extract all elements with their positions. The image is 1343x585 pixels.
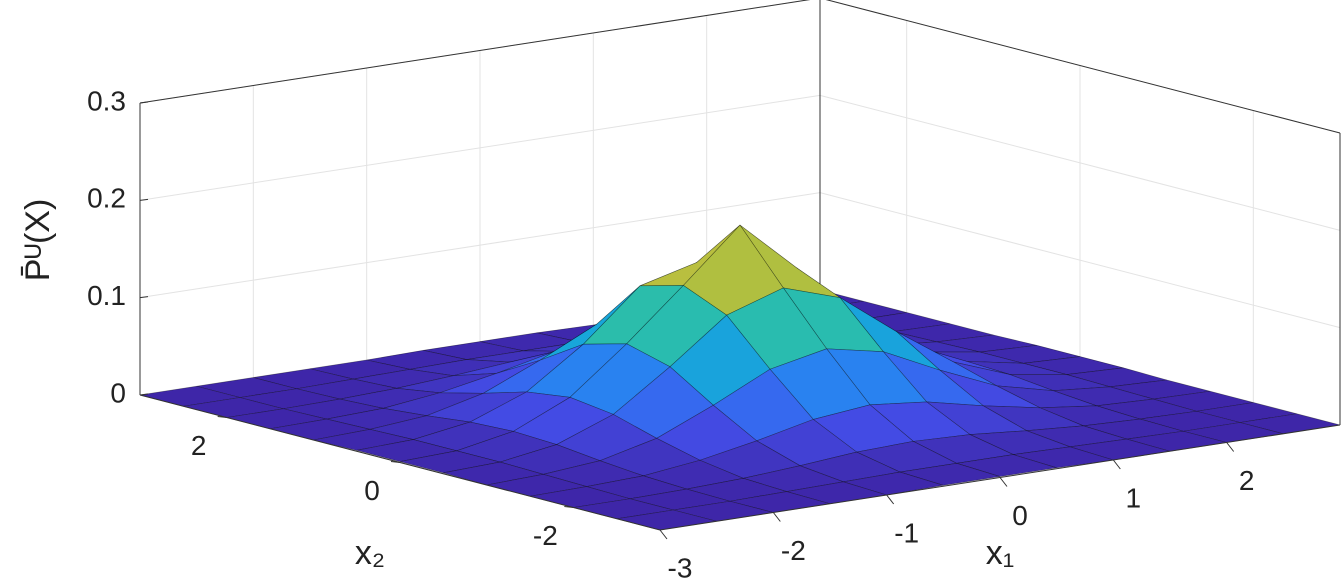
tick-mark [564,506,574,508]
tick-mark [886,494,895,505]
x1-tick-label: 1 [1126,482,1142,513]
z-tick-label: 0.2 [87,183,126,214]
surface-patch [1053,386,1154,407]
surface-patch [542,460,645,487]
x2-tick-label: 2 [191,430,207,461]
surface-patch [936,334,1037,353]
surface-patch [979,344,1081,364]
surface-patch [629,488,731,511]
surface-patch [869,401,971,442]
tick-mark [217,416,227,418]
surface-patch [956,454,1057,477]
z-tick-label: 0 [110,377,126,408]
surface-patch [626,285,728,368]
surface-patch [356,439,457,462]
tick-mark [139,198,149,201]
tick-mark [390,461,401,463]
x1-tick-label: -3 [668,552,693,583]
surface-patch [899,463,1001,486]
surface-patch [726,287,828,370]
surface-patch [826,348,928,406]
box-edge [139,0,811,104]
x1-tick-label: 2 [1239,465,1255,496]
surface-patch [409,359,511,376]
z-tick-label: 0.1 [87,280,126,311]
surface-patch [399,450,501,474]
x2-tick-label: -2 [533,520,558,551]
surface-patch [1109,379,1211,400]
surface-patch [1153,390,1254,412]
x1-axis-label: x₁ [986,534,1014,572]
surface-patch [925,401,1028,435]
x1-tick-label: 0 [1012,500,1028,531]
x2-tick-label: 0 [364,475,380,506]
surface-patch [555,414,658,462]
surface-patch [839,297,941,371]
tick-mark [139,296,149,299]
surface-patch [855,441,958,473]
surface-patch [599,437,701,477]
surface-patch [912,434,1015,464]
box-edge [825,0,1341,134]
surface-patch [1139,410,1241,432]
tick-mark [659,529,668,540]
surface-patch [669,314,771,406]
z-tick-label: 0.3 [87,85,126,116]
x1-tick-label: -2 [781,535,806,566]
surface-patch [569,343,671,415]
surface-patch [798,451,902,483]
tick-mark [772,512,781,522]
tick-mark [999,477,1008,487]
tick-mark [1112,459,1121,470]
x2-axis-label: x₂ [355,534,385,572]
x1-tick-label: -1 [894,517,919,548]
z-axis-label: P̄ᵁ(X) [19,199,57,282]
tick-mark [139,101,149,104]
surface-patch [755,419,858,467]
tick-mark [1226,442,1235,452]
tick-mark [139,393,149,396]
surface-patch [896,331,997,387]
